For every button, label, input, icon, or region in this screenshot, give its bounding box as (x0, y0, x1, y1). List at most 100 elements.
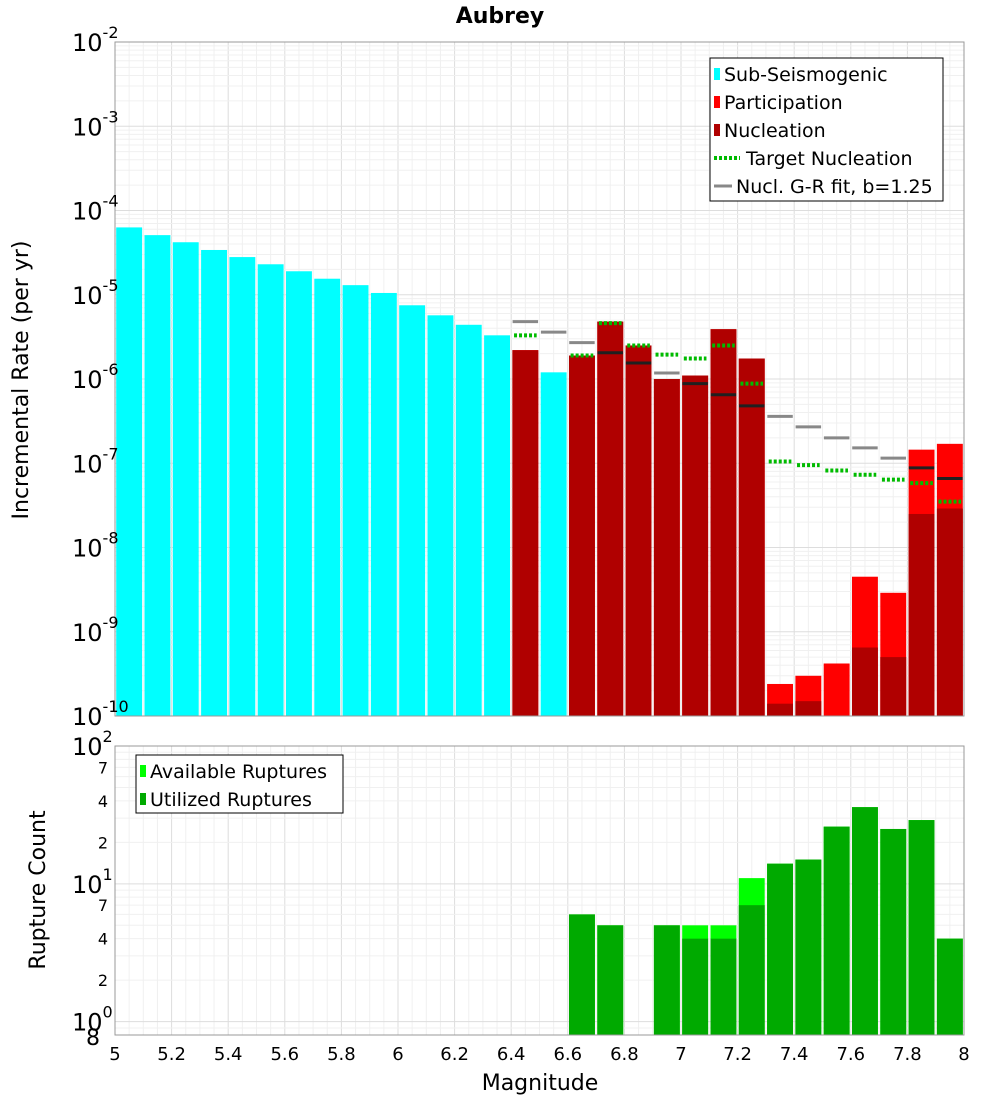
bottom-y-axis-label: Rupture Count (26, 810, 51, 970)
utilized-ruptures-bar (852, 807, 878, 1035)
x-tick-label: 5.8 (327, 1044, 356, 1065)
x-tick-label: 7 (675, 1044, 686, 1065)
utilized-ruptures-bar (738, 905, 765, 1035)
legend-swatch (140, 765, 146, 777)
bottom-legend: Available Ruptures Utilized Ruptures (135, 754, 344, 814)
sub-seismogenic-bar (540, 372, 567, 716)
y-tick-label: 10-7 (72, 444, 119, 478)
y-tick-label: 7 (98, 896, 108, 915)
bottom-bars (569, 807, 963, 1035)
sub-seismogenic-bar (427, 315, 454, 716)
nucleation-bar (795, 701, 822, 716)
x-tick-label: 7.8 (893, 1044, 922, 1065)
x-tick-label: 6.6 (553, 1044, 582, 1065)
legend-label: Participation (724, 92, 843, 114)
nucleation-bar (682, 375, 709, 716)
legend-entry: Available Ruptures (140, 761, 327, 783)
utilized-ruptures-bar (710, 938, 737, 1035)
utilized-ruptures-bar (597, 925, 624, 1035)
top-bars (116, 227, 963, 716)
utilized-ruptures-bar (569, 914, 595, 1035)
x-tick-label: 6 (392, 1044, 403, 1065)
utilized-ruptures-bar (823, 826, 850, 1035)
x-tick-label: 6.4 (497, 1044, 526, 1065)
utilized-ruptures-bar (908, 820, 935, 1035)
sub-seismogenic-bar (342, 285, 369, 716)
nucleation-bar (710, 329, 737, 716)
y-tick-label: 102 (72, 727, 113, 761)
utilized-ruptures-bar (880, 828, 907, 1035)
bottom-y-ticks: 8 2 4 7 2 4 7 100 101 102 (72, 727, 113, 1051)
top-fit-lines (512, 320, 963, 504)
x-tick-label: 5 (109, 1044, 120, 1065)
sub-seismogenic-bar (484, 335, 510, 716)
x-tick-label: 6.8 (610, 1044, 639, 1065)
y-tick-label: 10-6 (72, 360, 119, 394)
x-axis-label: Magnitude (482, 1071, 599, 1096)
x-ticks: 5 5.2 5.4 5.6 5.8 6 6.2 6.4 6.6 6.8 7 7.2 7.4 7.6 7.8 8 (109, 1044, 969, 1065)
nucleation-bar (880, 657, 907, 716)
y-tick-label: 10-4 (72, 192, 119, 226)
utilized-ruptures-bar (795, 859, 822, 1035)
legend-label: Nucl. G-R fit, b=1.25 (736, 176, 933, 198)
legend-box (135, 754, 344, 814)
y-tick-label: 2 (98, 833, 108, 852)
legend-entry: Participation (714, 92, 843, 114)
sub-seismogenic-bar (399, 305, 426, 716)
sub-seismogenic-bar (201, 249, 227, 716)
y-tick-label: 10-5 (72, 276, 119, 310)
chart-title: Aubrey (456, 4, 545, 29)
x-tick-label: 7.4 (780, 1044, 809, 1065)
x-tick-label: 7.2 (723, 1044, 752, 1065)
nucleation-bar (767, 703, 793, 716)
top-legend: Sub-Seismogenic Participation Nucleation Ta… (709, 57, 944, 202)
y-tick-label: 2 (98, 971, 108, 990)
legend-label: Available Ruptures (150, 761, 327, 783)
nucleation-bar (653, 379, 680, 716)
sub-seismogenic-bar (172, 242, 199, 716)
y-tick-label: 8 (86, 1026, 100, 1051)
participation-bar (823, 663, 850, 716)
nucleation-bar (512, 350, 539, 716)
nucleation-bar (569, 355, 595, 716)
x-tick-label: 5.4 (214, 1044, 243, 1065)
nucleation-bar (852, 647, 878, 716)
legend-label: Sub-Seismogenic (724, 64, 888, 86)
top-y-ticks: 10-10 10-9 10-8 10-7 10-6 10-5 10-4 10-3 10-2 (72, 23, 129, 731)
y-tick-label: 10-9 (72, 613, 119, 647)
top-plot-frame (114, 41, 965, 717)
sub-seismogenic-bar (257, 264, 284, 716)
x-tick-label: 6.2 (440, 1044, 469, 1065)
sub-seismogenic-bar (116, 227, 143, 716)
y-tick-label: 4 (98, 930, 108, 949)
nucleation-bar (625, 345, 652, 716)
y-tick-label: 101 (72, 865, 113, 899)
legend-entry: Utilized Ruptures (140, 789, 312, 811)
sub-seismogenic-bar (314, 278, 341, 716)
x-tick-label: 5.6 (270, 1044, 299, 1065)
utilized-ruptures-bar (936, 938, 963, 1035)
legend-swatch (714, 68, 720, 80)
legend-swatch (714, 124, 720, 136)
legend-box (709, 57, 944, 202)
bottom-plot-frame (114, 745, 965, 1036)
legend-swatch (140, 793, 146, 805)
y-tick-label: 10-2 (72, 23, 119, 57)
y-tick-label: 4 (98, 792, 108, 811)
x-tick-label: 5.2 (157, 1044, 186, 1065)
legend-entry: Nucl. G-R fit, b=1.25 (714, 176, 933, 198)
y-tick-label: 7 (98, 758, 108, 777)
sub-seismogenic-bar (144, 235, 171, 716)
sub-seismogenic-bar (229, 257, 256, 716)
y-tick-label: 10-10 (72, 697, 129, 731)
legend-entry: Nucleation (714, 120, 826, 142)
y-tick-label: 10-3 (72, 107, 119, 141)
sub-seismogenic-bar (370, 292, 397, 716)
x-tick-label: 8 (958, 1044, 969, 1065)
nucleation-bar (936, 508, 963, 716)
legend-label: Nucleation (724, 120, 826, 142)
legend-swatch (714, 96, 720, 108)
y-tick-label: 100 (72, 1003, 113, 1037)
y-tick-label: 10-8 (72, 529, 119, 563)
